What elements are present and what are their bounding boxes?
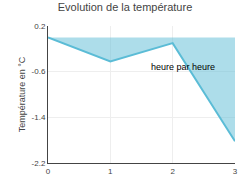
svg-text:-1.4: -1.4 — [32, 113, 46, 122]
svg-text:Température en °C: Température en °C — [17, 56, 27, 132]
svg-text:0.2: 0.2 — [34, 22, 46, 31]
svg-text:1: 1 — [108, 167, 113, 176]
svg-text:-2.2: -2.2 — [32, 159, 46, 168]
svg-text:Evolution de la température: Evolution de la température — [58, 1, 193, 13]
svg-text:2: 2 — [170, 167, 175, 176]
svg-text:heure par heure: heure par heure — [151, 62, 215, 72]
svg-text:3: 3 — [233, 167, 238, 176]
svg-text:0: 0 — [46, 167, 51, 176]
svg-text:-0.6: -0.6 — [32, 67, 46, 76]
